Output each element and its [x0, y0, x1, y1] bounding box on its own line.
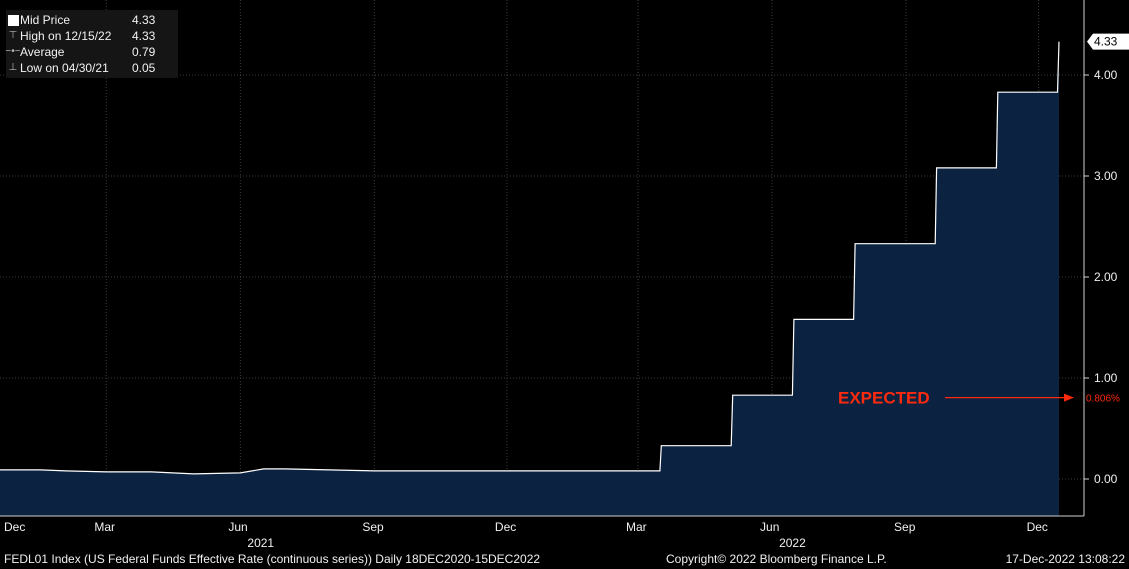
x-tick-label: Sep	[362, 520, 384, 534]
legend-label: Low on 04/30/21	[20, 61, 109, 75]
last-value-tag	[1087, 33, 1129, 50]
legend-label: Mid Price	[20, 13, 71, 27]
average-marker-icon: −•−	[5, 46, 21, 57]
axes	[0, 0, 1089, 517]
low-marker-icon: ⊥	[8, 62, 18, 73]
x-tick-label: Mar	[94, 520, 115, 534]
y-tick-label: 2.00	[1094, 270, 1118, 284]
y-tick-label: 4.00	[1094, 68, 1118, 82]
legend-label: Average	[20, 45, 65, 59]
y-tick-label: 1.00	[1094, 371, 1118, 385]
legend-value: 4.33	[132, 29, 156, 43]
y-tick-label: 0.00	[1094, 472, 1118, 486]
legend-item-mid-price: Mid Price 4.33	[6, 12, 178, 28]
annotation: EXPECTED 0.806%	[838, 389, 1120, 408]
legend-value: 0.05	[132, 61, 156, 75]
legend: Mid Price 4.33 ⊤ High on 12/15/22 4.33 −…	[5, 10, 178, 78]
legend-item-low: ⊥ Low on 04/30/21 0.05	[6, 60, 178, 76]
legend-item-high: ⊤ High on 12/15/22 4.33	[6, 28, 178, 44]
annotation-value-label: 0.806%	[1086, 394, 1120, 405]
high-marker-icon: ⊤	[8, 30, 18, 41]
legend-item-average: −•− Average 0.79	[5, 44, 178, 60]
x-tick-label: Dec	[4, 520, 25, 534]
square-icon	[6, 12, 20, 28]
footer-copyright: Copyright© 2022 Bloomberg Finance L.P.	[666, 552, 887, 566]
year-label: 2021	[247, 536, 274, 550]
x-tick-label: Mar	[626, 520, 647, 534]
x-tick-label: Dec	[495, 520, 516, 534]
x-tick-label: Sep	[894, 520, 916, 534]
annotation-arrowhead	[1064, 393, 1074, 402]
last-value-label: 4.33	[1094, 35, 1118, 49]
year-label: 2022	[779, 536, 806, 550]
labels: 0.00 1.00 2.00 3.00 4.00 Dec Mar Jun Sep Dec Mar Ju…	[4, 33, 1129, 550]
footer: FEDL01 Index (US Federal Funds Effective…	[0, 549, 1129, 569]
x-tick-label: Jun	[228, 520, 247, 534]
series-area	[0, 41, 1059, 516]
x-tick-label: Jun	[760, 520, 779, 534]
series-line	[0, 41, 1060, 475]
footer-series-description: FEDL01 Index (US Federal Funds Effective…	[4, 552, 541, 566]
y-tick-label: 3.00	[1094, 169, 1118, 183]
legend-value: 4.33	[132, 13, 156, 27]
legend-label: High on 12/15/22	[20, 29, 112, 43]
series	[0, 41, 1060, 516]
x-tick-label: Dec	[1027, 520, 1048, 534]
legend-value: 0.79	[132, 45, 156, 59]
annotation-label: EXPECTED	[838, 389, 930, 408]
footer-timestamp: 17-Dec-2022 13:08:22	[1005, 552, 1125, 566]
